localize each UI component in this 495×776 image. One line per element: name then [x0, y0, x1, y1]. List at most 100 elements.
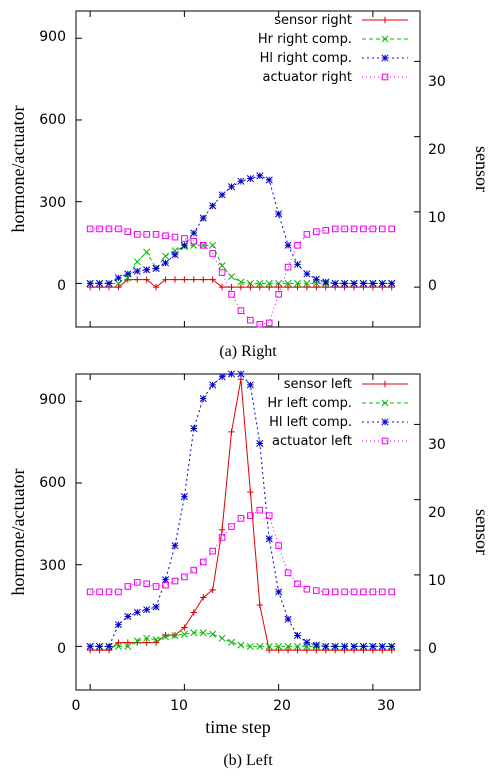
data-point — [115, 283, 122, 291]
data-point — [171, 542, 179, 550]
series-line — [90, 244, 392, 284]
data-point — [275, 279, 283, 287]
data-point — [246, 174, 254, 183]
panel-b-left: 900 600 300 0 0 10 20 30 0 10 20 30 time… — [8, 370, 492, 769]
data-point — [114, 279, 122, 287]
data-point — [96, 642, 104, 650]
data-point — [190, 629, 198, 637]
data-point — [266, 283, 273, 291]
data-point — [190, 276, 198, 283]
data-point — [237, 278, 245, 286]
data-point — [284, 279, 292, 287]
data-point — [265, 642, 273, 650]
data-point — [303, 638, 311, 646]
data-point — [227, 638, 236, 646]
data-point — [246, 279, 254, 287]
data-point — [350, 225, 358, 233]
y-axis-label: hormone/actuator — [8, 469, 28, 596]
data-point — [359, 279, 368, 287]
data-point — [227, 273, 236, 281]
data-point — [199, 241, 207, 249]
y2-tick-label: 0 — [428, 641, 437, 657]
legend-key-marker — [381, 54, 389, 62]
data-point — [114, 621, 122, 629]
legend-key-marker — [381, 418, 389, 426]
data-point — [228, 428, 235, 436]
data-point — [369, 225, 377, 233]
data-point — [331, 225, 339, 233]
plot-frame — [75, 373, 421, 691]
data-point — [246, 642, 254, 650]
data-point — [180, 630, 188, 638]
data-point — [237, 307, 245, 314]
data-point — [161, 252, 170, 260]
data-point — [303, 283, 311, 291]
legend-label: actuator right — [263, 70, 353, 85]
data-point — [124, 270, 132, 278]
data-point — [322, 226, 330, 234]
data-point — [171, 233, 179, 241]
data-point — [124, 642, 132, 650]
data-point — [143, 606, 151, 614]
data-point — [360, 588, 367, 596]
data-point — [181, 235, 188, 242]
y-tick-label: 600 — [39, 112, 66, 128]
data-point — [143, 231, 150, 238]
data-point — [388, 642, 396, 650]
caption: (b) Left — [223, 752, 273, 769]
data-point — [209, 381, 217, 389]
data-point — [218, 373, 226, 381]
data-point — [237, 177, 245, 185]
data-point — [313, 283, 320, 291]
data-point — [360, 225, 367, 233]
data-point — [200, 594, 207, 601]
data-point — [256, 172, 264, 180]
data-point — [105, 225, 113, 233]
data-point — [181, 573, 188, 581]
data-point — [218, 283, 226, 291]
data-point — [247, 316, 254, 324]
data-point — [284, 283, 292, 291]
data-point — [143, 639, 150, 646]
series-line — [90, 175, 392, 284]
data-point — [190, 241, 198, 249]
legend-label: actuator left — [272, 434, 352, 449]
data-point — [341, 642, 349, 650]
data-point — [190, 566, 198, 574]
data-point — [388, 588, 396, 596]
data-point — [284, 241, 292, 249]
data-point — [265, 176, 273, 184]
data-point — [256, 601, 263, 609]
data-point — [388, 225, 396, 233]
data-point — [303, 270, 311, 278]
data-point — [256, 279, 264, 287]
data-point — [284, 569, 292, 577]
y-tick-label: 0 — [57, 278, 66, 294]
data-point — [86, 642, 94, 650]
legend-key-marker — [381, 380, 389, 388]
data-point — [284, 615, 292, 623]
data-point — [171, 631, 179, 640]
data-point — [161, 633, 170, 641]
y-tick-label: 0 — [57, 641, 66, 657]
y2-tick-label: 30 — [428, 74, 446, 90]
x-tick-label: 20 — [273, 698, 291, 714]
data-point — [199, 558, 207, 566]
data-point — [303, 585, 311, 593]
data-point — [124, 583, 132, 590]
data-point — [322, 642, 330, 650]
data-point — [379, 588, 386, 596]
data-point — [312, 275, 320, 283]
data-point — [275, 642, 283, 650]
data-point — [227, 370, 236, 378]
legend-key-marker — [381, 73, 389, 81]
data-point — [218, 526, 226, 533]
x-tick-label: 0 — [72, 698, 81, 714]
legend-label: Hr right comp. — [258, 32, 352, 47]
data-point — [134, 276, 141, 283]
y-tick-label: 900 — [39, 29, 66, 45]
data-point — [171, 577, 179, 585]
data-point — [256, 439, 264, 448]
y-tick-label: 300 — [39, 558, 66, 574]
y2-tick-label: 20 — [428, 505, 446, 521]
